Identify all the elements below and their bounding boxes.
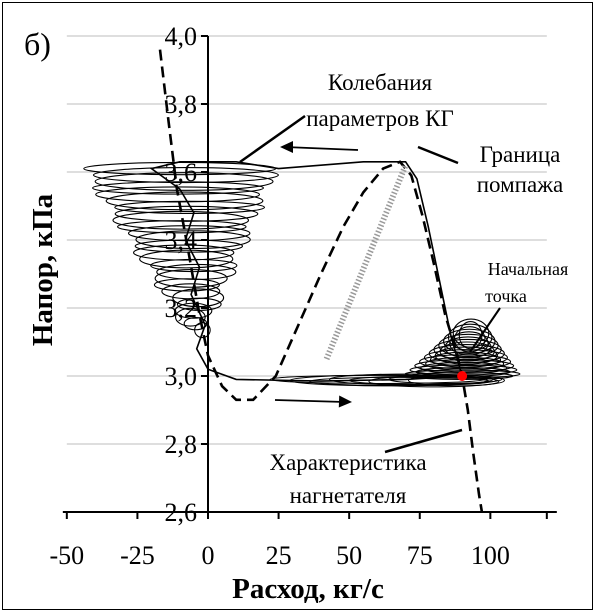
x-tick-label: 50	[336, 541, 362, 570]
x-tick-label: 75	[407, 541, 433, 570]
start-point-pointer	[469, 307, 501, 353]
x-tick-label: 0	[202, 541, 215, 570]
start-cluster-loop	[428, 343, 505, 364]
annotation-characteristic-2: нагнетателя	[290, 483, 407, 508]
y-tick-label: 3,0	[165, 362, 198, 391]
start-cluster-loop	[449, 331, 489, 356]
axes	[62, 36, 557, 513]
oscillation-loop	[94, 172, 274, 191]
x-axis-title: Расход, кг/с	[232, 573, 384, 605]
oscillation-pointer	[239, 114, 306, 164]
flow-arrow-bottom-head	[338, 395, 352, 408]
oscillation-loops	[83, 161, 521, 388]
flow-arrow-top-head	[280, 141, 293, 153]
oscillation-loop	[150, 258, 238, 273]
x-tick-label: 25	[266, 541, 292, 570]
y-tick-label: 4,0	[165, 22, 198, 51]
oscillation-loop	[105, 191, 264, 211]
start-cluster-loop	[429, 351, 502, 368]
surge-line	[323, 164, 409, 361]
x-tick-label: 100	[471, 541, 510, 570]
flow-arrow-top	[284, 146, 359, 151]
oscillation-loop	[114, 200, 266, 215]
start-cluster-loop	[452, 318, 490, 348]
oscillation-loop	[153, 278, 220, 292]
annotation-oscillations-1: Колебания	[328, 70, 433, 95]
start-cluster-loop	[433, 338, 502, 361]
annotation-start-1: Начальная	[488, 259, 569, 279]
surge-boundary	[323, 164, 409, 361]
oscillation-path	[149, 161, 463, 382]
x-tick-label: -25	[120, 541, 155, 570]
y-tick-label: 2,8	[165, 430, 198, 459]
panel-label: б)	[24, 26, 51, 62]
start-point-dot	[457, 371, 468, 381]
y-tick-label: 3,8	[165, 90, 198, 119]
flow-arrow-bottom	[274, 399, 346, 403]
annotation-characteristic-1: Характеристика	[269, 450, 426, 475]
bottom-loop	[407, 374, 505, 387]
oscillation-loop	[114, 205, 259, 222]
annotation-oscillations-2: параметров КГ	[306, 106, 454, 131]
annotation-surge-1: Граница	[480, 142, 561, 167]
start-cluster-loop	[443, 328, 496, 354]
oscillation-loop	[174, 302, 213, 319]
characteristic-pointer	[384, 428, 463, 454]
y-tick-label: 2,6	[165, 498, 198, 527]
start-cluster-loop	[438, 333, 499, 358]
start-cluster-loop	[425, 356, 505, 371]
annotation-start-2: точка	[485, 286, 527, 306]
surge-pointer	[417, 145, 459, 165]
oscillation-loop	[174, 307, 206, 327]
x-tick-label: -50	[49, 541, 84, 570]
annotation-arrows	[239, 114, 501, 454]
oscillation-loop	[92, 167, 279, 184]
y-axis-title: Напор, кПа	[27, 193, 59, 346]
oscillation-loop	[135, 230, 251, 250]
oscillation-loop	[139, 249, 234, 269]
annotation-surge-2: помпажа	[477, 172, 564, 197]
start-point-marker	[457, 371, 468, 381]
